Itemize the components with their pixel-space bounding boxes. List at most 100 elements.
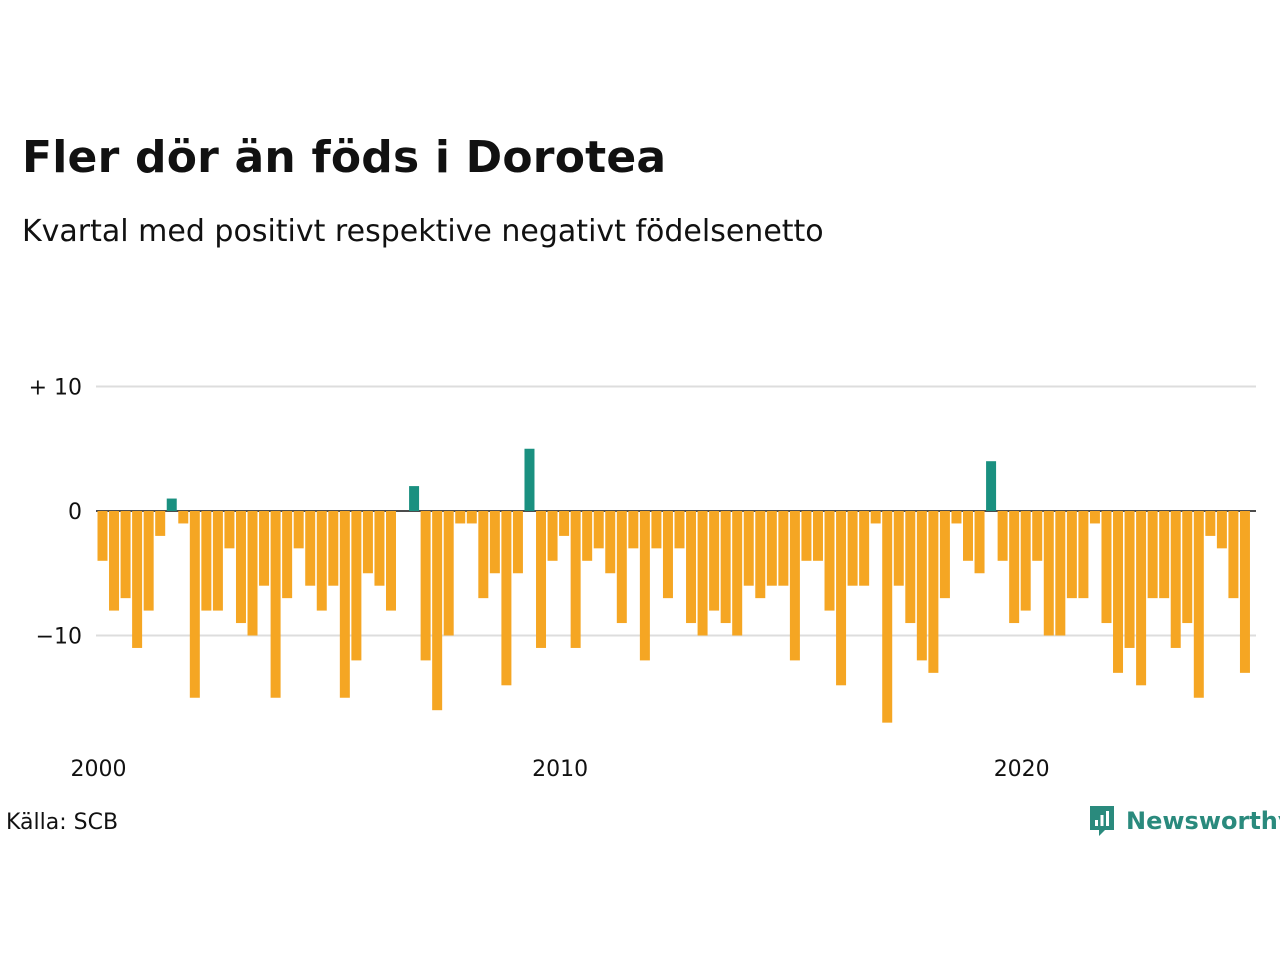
brand-name: Newsworthy: [1126, 807, 1280, 835]
bar: [939, 511, 950, 599]
y-axis-ticks: + 10 0 −10: [29, 376, 82, 650]
y-tick-label: + 10: [29, 376, 82, 401]
bar: [1089, 511, 1100, 524]
bar: [224, 511, 235, 549]
bar: [409, 486, 420, 511]
bar: [201, 511, 212, 611]
bar: [339, 511, 350, 698]
bar: [605, 511, 616, 574]
bar: [766, 511, 777, 586]
bar: [1193, 511, 1204, 698]
bar: [178, 511, 189, 524]
bar: [686, 511, 697, 624]
bar: [616, 511, 627, 624]
bar: [501, 511, 512, 686]
bar: [443, 511, 454, 636]
bar: [870, 511, 881, 524]
bar: [1020, 511, 1031, 611]
bar: [859, 511, 870, 586]
bar: [362, 511, 373, 574]
bar: [120, 511, 131, 599]
bar: [789, 511, 800, 661]
bar: [928, 511, 939, 673]
x-tick-label: 2010: [532, 757, 588, 782]
bar: [836, 511, 847, 686]
bar: [963, 511, 973, 561]
bar: [536, 511, 547, 648]
bar: [720, 511, 731, 624]
bar: [259, 511, 270, 586]
brand-logo: Newsworthy: [1088, 804, 1280, 838]
bar: [801, 511, 812, 561]
bar: [328, 511, 339, 586]
bar: [986, 461, 997, 511]
newsworthy-icon: [1090, 806, 1114, 836]
bar: [1055, 511, 1066, 636]
bar: [420, 511, 431, 661]
bar: [905, 511, 916, 624]
bar: [1147, 511, 1158, 599]
bar: [893, 511, 904, 586]
bar-chart: + 10 0 −10 2000 2010 2020: [29, 376, 1256, 782]
bar: [547, 511, 558, 561]
y-tick-label: 0: [68, 500, 82, 525]
x-axis-ticks: 2000 2010 2020: [71, 757, 1050, 782]
bar: [1124, 511, 1135, 648]
bar: [974, 511, 985, 574]
y-tick-label: −10: [36, 625, 82, 650]
bar: [155, 511, 166, 536]
bar: [305, 511, 316, 586]
bar: [1009, 511, 1020, 624]
bar: [247, 511, 258, 636]
bar: [882, 511, 893, 723]
bar: [570, 511, 581, 648]
bar: [662, 511, 673, 599]
bar: [755, 511, 766, 599]
bar: [316, 511, 327, 611]
bar: [109, 511, 120, 611]
bar: [282, 511, 293, 599]
x-tick-label: 2000: [71, 757, 127, 782]
bar: [1239, 511, 1250, 673]
bar: [432, 511, 443, 711]
source-note: Källa: SCB: [6, 810, 119, 835]
bar: [651, 511, 662, 549]
bar: [593, 511, 604, 549]
bar: [1216, 511, 1227, 549]
bar: [743, 511, 754, 586]
bar: [1066, 511, 1077, 599]
bar: [1032, 511, 1043, 561]
bar: [997, 511, 1008, 561]
bar: [732, 511, 743, 636]
bar: [1159, 511, 1170, 599]
bar: [212, 511, 223, 611]
bar: [270, 511, 281, 698]
bar: [778, 511, 789, 586]
bar: [628, 511, 639, 549]
bar: [1078, 511, 1089, 599]
bar: [697, 511, 708, 636]
bar: [709, 511, 720, 611]
bar: [386, 511, 396, 611]
bar: [916, 511, 927, 661]
bar: [189, 511, 200, 698]
bar: [1101, 511, 1112, 624]
bar: [351, 511, 362, 661]
bar: [235, 511, 246, 624]
bar: [512, 511, 523, 574]
bar: [1182, 511, 1193, 624]
bar: [824, 511, 835, 611]
x-tick-label: 2020: [994, 757, 1050, 782]
bar: [847, 511, 858, 586]
bar-series: [97, 448, 1250, 723]
bar: [489, 511, 500, 574]
bar: [293, 511, 304, 549]
bar: [374, 511, 385, 586]
bar: [97, 511, 108, 561]
bar: [951, 511, 962, 524]
bar: [639, 511, 650, 661]
bar: [1170, 511, 1181, 648]
bar: [455, 511, 466, 524]
bar: [1113, 511, 1124, 673]
bar: [812, 511, 823, 561]
